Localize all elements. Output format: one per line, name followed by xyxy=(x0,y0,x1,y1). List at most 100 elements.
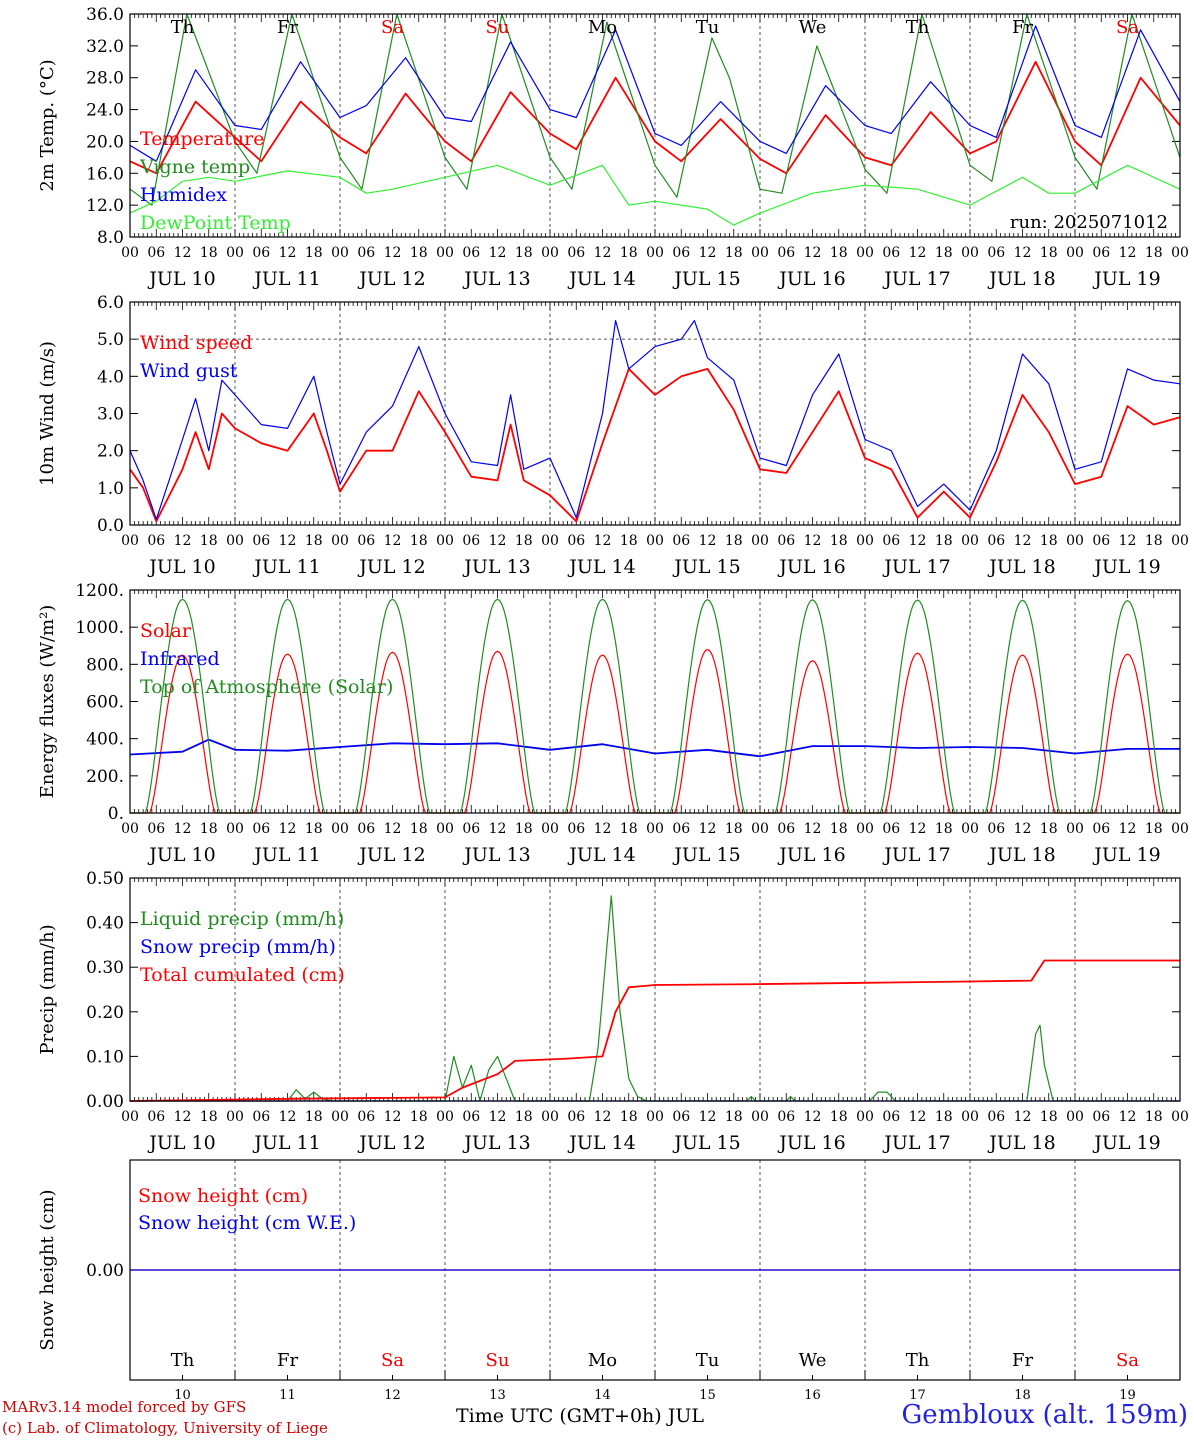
x-hour-label: 06 xyxy=(357,533,375,549)
x-day-label: JUL 19 xyxy=(1092,268,1160,290)
x-hour-label: 00 xyxy=(436,821,454,837)
x-hour-label: 18 xyxy=(200,1109,218,1125)
x-hour-label: 00 xyxy=(751,245,769,261)
x-hour-label: 06 xyxy=(567,245,585,261)
x-hour-label: 06 xyxy=(357,821,375,837)
x-hour-label: 06 xyxy=(1092,821,1110,837)
y-axis-title: Precip (mm/h) xyxy=(37,924,58,1054)
x-hour-label: 06 xyxy=(987,533,1005,549)
x-hour-label: 18 xyxy=(305,1109,323,1125)
x-hour-label: 06 xyxy=(567,1109,585,1125)
weekday-label: Fr xyxy=(277,1350,298,1371)
x-hour-label: 18 xyxy=(200,245,218,261)
x-day-number: 17 xyxy=(909,1388,926,1403)
y-tick-label: 0.50 xyxy=(86,869,124,889)
x-hour-label: 06 xyxy=(462,1109,480,1125)
x-hour-label: 18 xyxy=(305,245,323,261)
x-hour-label: 12 xyxy=(804,1109,822,1125)
x-day-label: JUL 17 xyxy=(882,844,950,866)
x-hour-label: 12 xyxy=(699,245,717,261)
x-hour-label: 06 xyxy=(882,1109,900,1125)
legend-entry: Humidex xyxy=(140,184,227,206)
y-tick-label: 800. xyxy=(86,655,124,675)
x-hour-label: 00 xyxy=(436,533,454,549)
x-hour-label: 12 xyxy=(594,533,612,549)
x-hour-label: 18 xyxy=(1145,1109,1163,1125)
x-hour-label: 12 xyxy=(174,1109,192,1125)
y-tick-label: 0.00 xyxy=(86,1261,124,1281)
x-day-label: JUL 12 xyxy=(357,268,425,290)
x-hour-label: 18 xyxy=(410,245,428,261)
x-hour-label: 06 xyxy=(777,1109,795,1125)
y-axis-title: 10m Wind (m/s) xyxy=(37,341,58,486)
series-line-wind-speed xyxy=(129,367,1181,523)
x-hour-label: 12 xyxy=(699,533,717,549)
x-day-label: JUL 17 xyxy=(882,268,950,290)
x-hour-label: 12 xyxy=(174,245,192,261)
x-hour-label: 06 xyxy=(147,1109,165,1125)
x-hour-label: 00 xyxy=(1066,533,1084,549)
x-hour-label: 12 xyxy=(1119,821,1137,837)
y-tick-label: 28.0 xyxy=(86,69,124,89)
x-day-label: JUL 19 xyxy=(1092,844,1160,866)
x-hour-label: 18 xyxy=(1040,821,1058,837)
x-hour-label: 18 xyxy=(830,533,848,549)
y-tick-label: 1.0 xyxy=(97,479,124,499)
x-hour-label: 12 xyxy=(489,533,507,549)
legend-entry: Wind gust xyxy=(140,360,238,382)
x-hour-label: 12 xyxy=(1119,1109,1137,1125)
panel-snow: 0.00 Snow height (cm) Snow height (cm) Snow… xyxy=(37,1159,1181,1403)
x-day-number: 18 xyxy=(1014,1388,1031,1403)
x-day-label: JUL 13 xyxy=(462,556,530,578)
weekday-label: Sa xyxy=(1116,17,1139,38)
y-tick-label: 0. xyxy=(108,804,124,824)
y-tick-label: 6.0 xyxy=(97,293,124,313)
x-day-label: JUL 16 xyxy=(777,844,845,866)
x-hour-label: 00 xyxy=(961,1109,979,1125)
x-hour-label: 18 xyxy=(305,821,323,837)
x-hour-label: 00 xyxy=(541,821,559,837)
x-hour-label: 00 xyxy=(331,245,349,261)
weekday-label: Fr xyxy=(1012,1350,1033,1371)
legend-entry: Solar xyxy=(140,620,192,642)
plot-frame xyxy=(129,877,1181,1102)
x-hour-label: 06 xyxy=(252,1109,270,1125)
x-hour-label: 00 xyxy=(331,1109,349,1125)
legend-entry: Liquid precip (mm/h) xyxy=(140,908,344,930)
plot-frame xyxy=(129,13,1181,238)
weekday-label: We xyxy=(799,17,827,38)
x-hour-label: 00 xyxy=(1171,1109,1189,1125)
x-hour-label: 06 xyxy=(1092,533,1110,549)
y-tick-label: 3.0 xyxy=(97,405,124,425)
y-axis-title: Energy fluxes (W/m²) xyxy=(37,605,58,799)
legend-entry: Infrared xyxy=(140,648,220,670)
run-annotation: run: 2025071012 xyxy=(1010,212,1168,233)
x-hour-label: 06 xyxy=(567,533,585,549)
x-hour-label: 06 xyxy=(987,1109,1005,1125)
y-tick-label: 16.0 xyxy=(86,164,124,184)
x-hour-label: 06 xyxy=(252,821,270,837)
weekday-label: Th xyxy=(906,17,930,38)
y-tick-label: 4.0 xyxy=(97,367,124,387)
x-day-number: 16 xyxy=(804,1388,821,1403)
x-day-number: 11 xyxy=(279,1388,296,1403)
panel-energy: 0. 200. 400. 600. 800. 1000. 1200. Energy fluxe… xyxy=(37,581,1189,866)
x-hour-label: 00 xyxy=(121,533,139,549)
x-hour-label: 18 xyxy=(200,533,218,549)
x-hour-label: 18 xyxy=(1145,533,1163,549)
x-hour-label: 06 xyxy=(882,821,900,837)
x-day-label: JUL 14 xyxy=(567,844,635,866)
x-day-label: JUL 15 xyxy=(672,556,740,578)
x-hour-label: 12 xyxy=(909,245,927,261)
x-hour-label: 00 xyxy=(751,533,769,549)
x-hour-label: 06 xyxy=(777,245,795,261)
y-tick-label: 0.40 xyxy=(86,914,124,934)
x-day-label: JUL 11 xyxy=(252,268,320,290)
weekday-label: Th xyxy=(171,17,195,38)
x-hour-label: 06 xyxy=(147,533,165,549)
x-hour-label: 12 xyxy=(594,821,612,837)
x-day-label: JUL 19 xyxy=(1092,1132,1160,1154)
panel-wind: 0.0 1.0 2.0 3.0 4.0 5.0 6.0 10m Wind (m/s) Wind … xyxy=(37,293,1189,578)
x-hour-label: 12 xyxy=(699,821,717,837)
